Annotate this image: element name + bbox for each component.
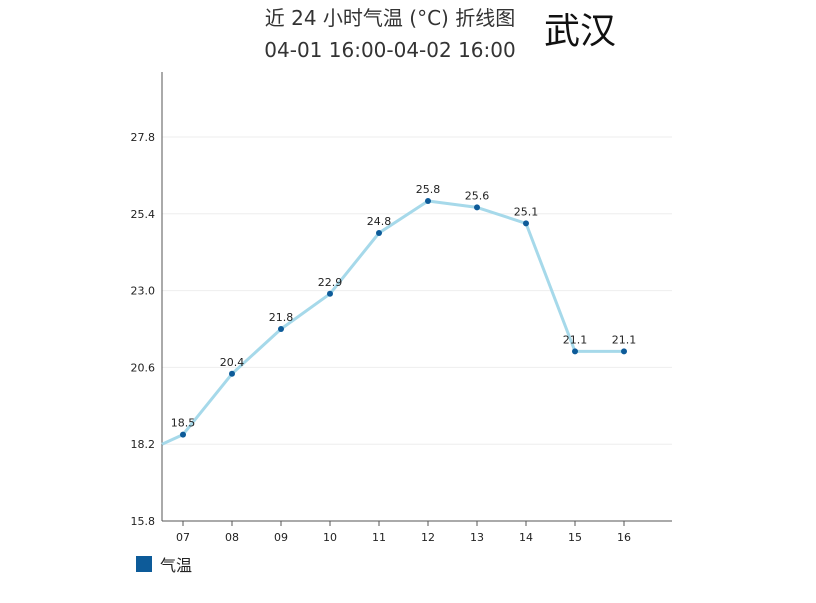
temperature-line <box>161 199 624 446</box>
data-label: 21.8 <box>269 311 294 324</box>
legend-label: 气温 <box>160 556 193 575</box>
data-label: 25.1 <box>514 205 539 218</box>
y-tick-label: 25.4 <box>131 208 156 221</box>
data-label: 24.8 <box>367 215 392 228</box>
data-point <box>180 431 186 438</box>
grid-lines <box>162 136 672 445</box>
x-tick-label: 08 <box>225 531 239 544</box>
chart-title: 近 24 小时气温 (°C) 折线图 <box>264 6 516 30</box>
data-label: 21.1 <box>612 333 637 346</box>
x-tick-label: 09 <box>274 531 288 544</box>
y-tick-label: 18.2 <box>131 438 156 451</box>
data-label: 21.1 <box>563 333 588 346</box>
x-tick-label: 12 <box>421 531 435 544</box>
data-point <box>278 326 284 332</box>
axes <box>161 72 672 526</box>
y-tick-label: 27.8 <box>131 131 156 144</box>
y-tick-label: 23.0 <box>131 285 156 298</box>
city-name: 武汉 <box>544 11 617 52</box>
data-point <box>474 204 480 211</box>
data-point <box>425 198 431 204</box>
data-label: 25.8 <box>416 183 441 196</box>
y-tick-label: 20.6 <box>131 361 156 374</box>
x-tick-label: 10 <box>323 531 337 544</box>
y-tick-label: 15.8 <box>131 515 156 528</box>
temperature-series <box>161 198 627 446</box>
labels: 15.8 18.2 20.6 23.0 25.4 27.8 07 08 09 10 11 12 13 14… <box>131 131 637 544</box>
data-label: 25.6 <box>465 189 490 202</box>
chart-subtitle: 04-01 16:00-04-02 16:00 <box>264 38 516 62</box>
x-tick-label: 15 <box>568 531 582 544</box>
legend[interactable]: 气温 <box>136 552 192 576</box>
data-point <box>523 220 529 227</box>
data-point <box>376 230 382 236</box>
x-tick-label: 11 <box>372 531 386 544</box>
data-point <box>572 348 578 355</box>
x-tick-label: 14 <box>519 531 533 544</box>
data-point <box>621 348 627 355</box>
data-label: 22.9 <box>318 276 343 289</box>
data-point <box>229 370 235 377</box>
data-label: 20.4 <box>220 356 245 369</box>
legend-swatch <box>136 556 152 572</box>
x-tick-label: 16 <box>617 531 631 544</box>
data-label: 18.5 <box>171 417 196 430</box>
x-tick-label: 13 <box>470 531 484 544</box>
x-tick-label: 07 <box>176 531 190 544</box>
data-point <box>327 290 333 297</box>
